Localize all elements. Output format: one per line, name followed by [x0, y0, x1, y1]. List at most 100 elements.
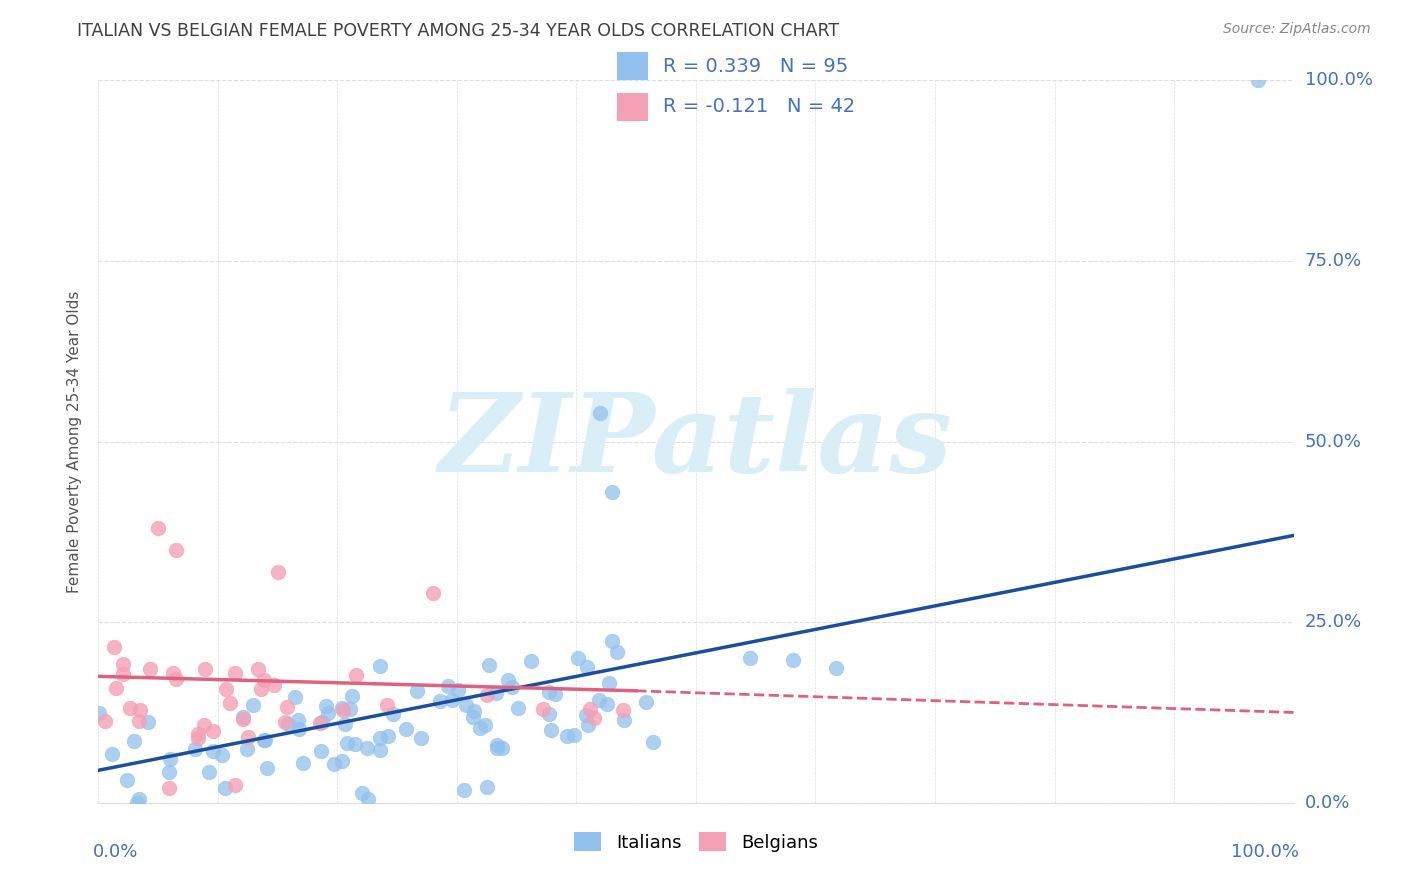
Y-axis label: Female Poverty Among 25-34 Year Olds: Female Poverty Among 25-34 Year Olds: [67, 291, 83, 592]
Point: [463, 704, 485, 718]
Point: [224, 778, 246, 792]
Point: [567, 650, 589, 665]
Point: [437, 679, 460, 693]
Point: [315, 698, 337, 713]
Point: [531, 702, 554, 716]
Point: [157, 765, 180, 780]
Point: [253, 733, 276, 747]
Text: ITALIAN VS BELGIAN FEMALE POVERTY AMONG 25-34 YEAR OLDS CORRELATION CHART: ITALIAN VS BELGIAN FEMALE POVERTY AMONG …: [77, 22, 839, 40]
Point: [468, 722, 491, 736]
Point: [104, 681, 127, 695]
Point: [211, 747, 233, 762]
Point: [641, 735, 664, 749]
Point: [94, 714, 117, 728]
Point: [606, 644, 628, 658]
Point: [537, 707, 560, 722]
Point: [118, 701, 141, 715]
Point: [357, 792, 380, 806]
Point: [274, 714, 297, 729]
Point: [309, 743, 332, 757]
Point: [101, 747, 124, 761]
Point: [485, 686, 508, 700]
Point: [253, 732, 276, 747]
Point: [342, 689, 364, 703]
Point: [477, 689, 499, 703]
Point: [136, 714, 159, 729]
Point: [339, 701, 361, 715]
Point: [447, 683, 470, 698]
Point: [284, 690, 307, 705]
Point: [122, 734, 145, 748]
Point: [336, 736, 359, 750]
Point: [461, 709, 484, 723]
Point: [276, 699, 298, 714]
Point: [263, 678, 285, 692]
Point: [184, 742, 207, 756]
Point: [218, 696, 240, 710]
Point: [356, 741, 378, 756]
Point: [323, 757, 346, 772]
Point: [330, 754, 353, 768]
Point: [330, 700, 353, 714]
Point: [576, 660, 599, 674]
Point: [267, 565, 290, 579]
Point: [159, 781, 181, 796]
Point: [159, 752, 181, 766]
Point: [202, 723, 225, 738]
Point: [148, 521, 170, 535]
Point: [477, 780, 499, 794]
Text: 100.0%: 100.0%: [1232, 843, 1299, 861]
Point: [238, 730, 260, 744]
Point: [598, 676, 620, 690]
Point: [395, 722, 418, 736]
Point: [486, 738, 509, 752]
Point: [232, 710, 254, 724]
Point: [636, 695, 658, 709]
Point: [335, 717, 357, 731]
Point: [578, 702, 600, 716]
Point: [589, 406, 612, 420]
Point: [478, 658, 501, 673]
Point: [575, 707, 598, 722]
Point: [277, 716, 299, 731]
Point: [406, 683, 429, 698]
Text: 0.0%: 0.0%: [93, 843, 138, 861]
Point: [595, 697, 617, 711]
Point: [474, 718, 496, 732]
Point: [232, 712, 254, 726]
Point: [613, 713, 636, 727]
Text: 0.0%: 0.0%: [1305, 794, 1350, 812]
Text: 75.0%: 75.0%: [1305, 252, 1362, 270]
Point: [588, 692, 610, 706]
Point: [382, 707, 405, 722]
Point: [519, 654, 541, 668]
Point: [103, 640, 125, 654]
Point: [344, 668, 367, 682]
Point: [127, 796, 149, 810]
Text: 50.0%: 50.0%: [1305, 433, 1361, 450]
Point: [491, 741, 513, 756]
Point: [540, 723, 562, 737]
Point: [429, 694, 451, 708]
Point: [128, 702, 150, 716]
Text: Source: ZipAtlas.com: Source: ZipAtlas.com: [1223, 22, 1371, 37]
Point: [242, 698, 264, 713]
Point: [538, 685, 561, 699]
Point: [311, 714, 333, 729]
Point: [377, 698, 399, 712]
Point: [214, 781, 236, 796]
Point: [224, 665, 246, 680]
Point: [440, 693, 463, 707]
Point: [197, 765, 219, 780]
Text: R = 0.339   N = 95: R = 0.339 N = 95: [664, 57, 849, 76]
Text: ZIPatlas: ZIPatlas: [439, 388, 953, 495]
Point: [165, 673, 187, 687]
Point: [454, 698, 477, 713]
FancyBboxPatch shape: [617, 93, 648, 120]
Point: [187, 727, 209, 741]
Point: [1247, 73, 1270, 87]
Point: [316, 706, 339, 721]
Point: [782, 653, 804, 667]
Point: [128, 792, 150, 806]
Point: [368, 659, 391, 673]
